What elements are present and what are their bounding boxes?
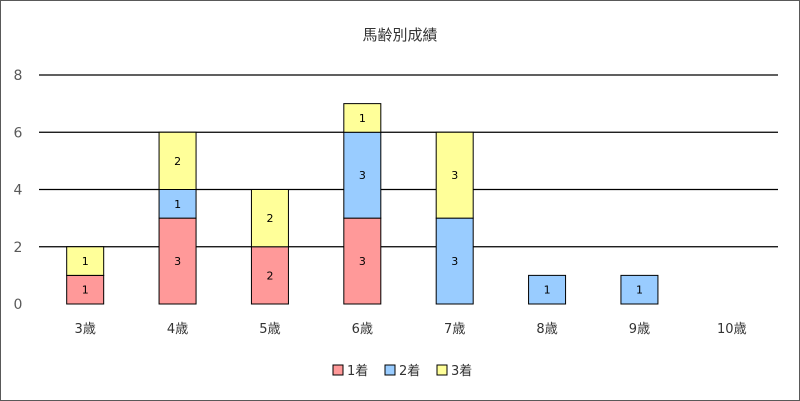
bars: 1 1 3 1 2 2 2 3 3 1 3 3 1 1 bbox=[66, 103, 659, 305]
bar-segment bbox=[435, 131, 474, 219]
bar-segment bbox=[250, 189, 289, 248]
y-tick-label: 2 bbox=[14, 240, 23, 256]
x-tick-label: 3歳 bbox=[75, 322, 96, 337]
x-tick-label: 10歳 bbox=[717, 322, 747, 337]
bar-segment bbox=[528, 274, 567, 305]
y-tick-label: 8 bbox=[14, 68, 23, 84]
chart-title: 馬齢別成績 bbox=[362, 26, 437, 44]
legend-swatch bbox=[332, 364, 344, 376]
data-label: 1 bbox=[174, 198, 181, 211]
x-axis-ticks: 3歳 4歳 5歳 6歳 7歳 8歳 9歳 10歳 bbox=[75, 322, 747, 337]
y-tick-label: 4 bbox=[14, 183, 23, 199]
data-label: 2 bbox=[174, 155, 181, 168]
bar-segment bbox=[620, 274, 659, 305]
bar-segment bbox=[435, 217, 474, 305]
bar-segment bbox=[66, 274, 105, 305]
bar-segment bbox=[158, 189, 197, 219]
y-tick-label: 6 bbox=[14, 125, 23, 141]
x-tick-label: 8歳 bbox=[536, 322, 557, 337]
x-tick-label: 4歳 bbox=[167, 322, 188, 337]
x-tick-label: 9歳 bbox=[629, 322, 650, 337]
bar-segment bbox=[66, 246, 105, 276]
legend-label: 3着 bbox=[451, 363, 472, 379]
y-tick-label: 0 bbox=[14, 297, 23, 313]
x-tick-label: 7歳 bbox=[444, 322, 465, 337]
data-label: 3 bbox=[174, 255, 181, 268]
legend: 1着 2着 3着 bbox=[332, 363, 472, 379]
data-label: 3 bbox=[451, 169, 458, 182]
data-label: 2 bbox=[266, 212, 273, 225]
data-label: 2 bbox=[266, 269, 273, 282]
data-label: 1 bbox=[544, 284, 551, 297]
y-axis-ticks: 0 2 4 6 8 bbox=[14, 68, 23, 313]
data-label: 1 bbox=[359, 112, 366, 125]
data-label: 3 bbox=[451, 255, 458, 268]
legend-label: 1着 bbox=[347, 363, 368, 379]
data-label: 1 bbox=[636, 284, 643, 297]
x-tick-label: 5歳 bbox=[259, 322, 280, 337]
bar-segment bbox=[250, 246, 289, 305]
legend-label: 2着 bbox=[399, 363, 420, 379]
gridlines bbox=[39, 74, 778, 248]
data-label: 3 bbox=[359, 169, 366, 182]
x-tick-label: 6歳 bbox=[352, 322, 373, 337]
data-label: 1 bbox=[82, 284, 89, 297]
data-label: 1 bbox=[82, 255, 89, 268]
bar-segment bbox=[158, 131, 197, 190]
bar-segment bbox=[343, 131, 382, 219]
bar-segment bbox=[343, 103, 382, 133]
legend-swatch bbox=[384, 364, 396, 376]
data-label: 3 bbox=[359, 255, 366, 268]
legend-swatch bbox=[436, 364, 448, 376]
bar-segment bbox=[343, 217, 382, 305]
